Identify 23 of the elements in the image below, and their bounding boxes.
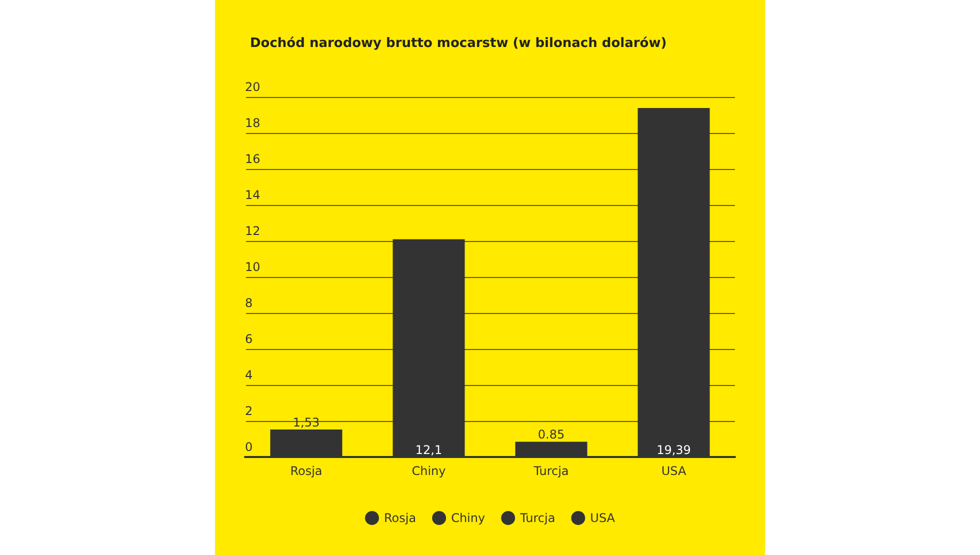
y-tick-label: 4: [245, 368, 253, 382]
y-tick-label: 8: [245, 296, 253, 310]
chart-title: Dochód narodowy brutto mocarstw (w bilonach dolarów): [250, 36, 667, 51]
x-tick-label: USA: [661, 464, 687, 478]
y-tick-label: 14: [245, 188, 260, 202]
y-tick-label: 10: [245, 260, 260, 274]
y-tick-label: 2: [245, 404, 253, 418]
data-label: 0.85: [538, 428, 565, 442]
x-tick-label: Turcja: [532, 464, 569, 478]
x-tick-label: Chiny: [412, 464, 446, 478]
y-tick-label: 16: [245, 152, 260, 166]
y-tick-label: 18: [245, 116, 260, 130]
x-tick-label: Rosja: [290, 464, 322, 478]
data-label: 12,1: [415, 443, 442, 457]
legend-label: Chiny: [451, 511, 486, 525]
y-tick-label: 6: [245, 332, 253, 346]
legend-label: Turcja: [519, 511, 556, 525]
legend-label: Rosja: [384, 511, 416, 525]
y-tick-label: 12: [245, 224, 260, 238]
legend-label: USA: [590, 511, 616, 525]
y-tick-label: 0: [245, 440, 253, 454]
y-tick-label: 20: [245, 80, 260, 94]
data-label: 19,39: [656, 443, 691, 457]
